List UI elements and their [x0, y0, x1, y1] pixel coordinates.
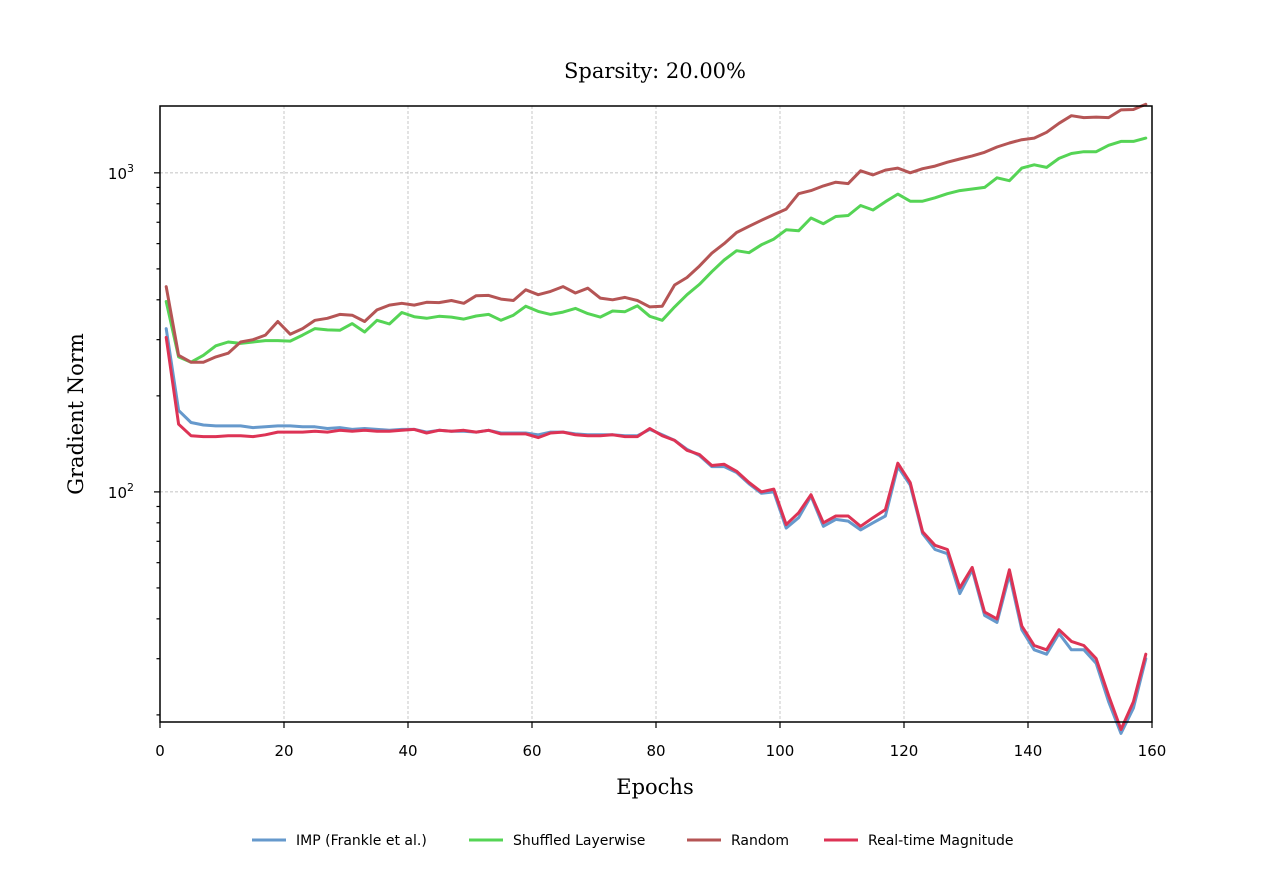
legend-item: Shuffled Layerwise — [469, 833, 645, 849]
x-tick-label: 120 — [890, 742, 919, 760]
legend-item: IMP (Frankle et al.) — [252, 833, 427, 849]
series-line-1 — [164, 136, 1148, 364]
y-tick-exponent: 3 — [127, 162, 134, 175]
x-tick-label: 100 — [766, 742, 795, 760]
y-axis-label: Gradient Norm — [64, 333, 88, 495]
x-tick-label: 20 — [274, 742, 293, 760]
x-tick-label: 60 — [522, 742, 541, 760]
plot-series — [164, 102, 1148, 735]
y-tick-label: 102 — [108, 481, 134, 502]
legend-label: Random — [731, 833, 789, 849]
x-tick-label: 140 — [1014, 742, 1043, 760]
y-tick-label: 103 — [108, 162, 134, 183]
legend-item: Random — [687, 833, 789, 849]
legend: IMP (Frankle et al.) Shuffled Layerwise Ra… — [252, 833, 1013, 849]
legend-label: IMP (Frankle et al.) — [296, 833, 427, 849]
legend-item: Real-time Magnitude — [824, 833, 1013, 849]
x-tick-label: 0 — [155, 742, 165, 760]
axis-ticks: 0 20 40 60 80 100 120 140 160 102 103 — [108, 162, 1166, 760]
legend-label: Real-time Magnitude — [868, 833, 1013, 849]
chart-title: Sparsity: 20.00% — [564, 59, 746, 83]
x-tick-label: 80 — [646, 742, 665, 760]
legend-label: Shuffled Layerwise — [513, 833, 645, 849]
series-line-3 — [164, 335, 1148, 731]
series-line-2 — [164, 102, 1148, 364]
y-tick-exponent: 2 — [127, 481, 134, 494]
grid-lines — [159, 106, 1153, 722]
x-tick-label: 40 — [398, 742, 417, 760]
x-tick-label: 160 — [1138, 742, 1167, 760]
x-axis-label: Epochs — [616, 775, 693, 799]
